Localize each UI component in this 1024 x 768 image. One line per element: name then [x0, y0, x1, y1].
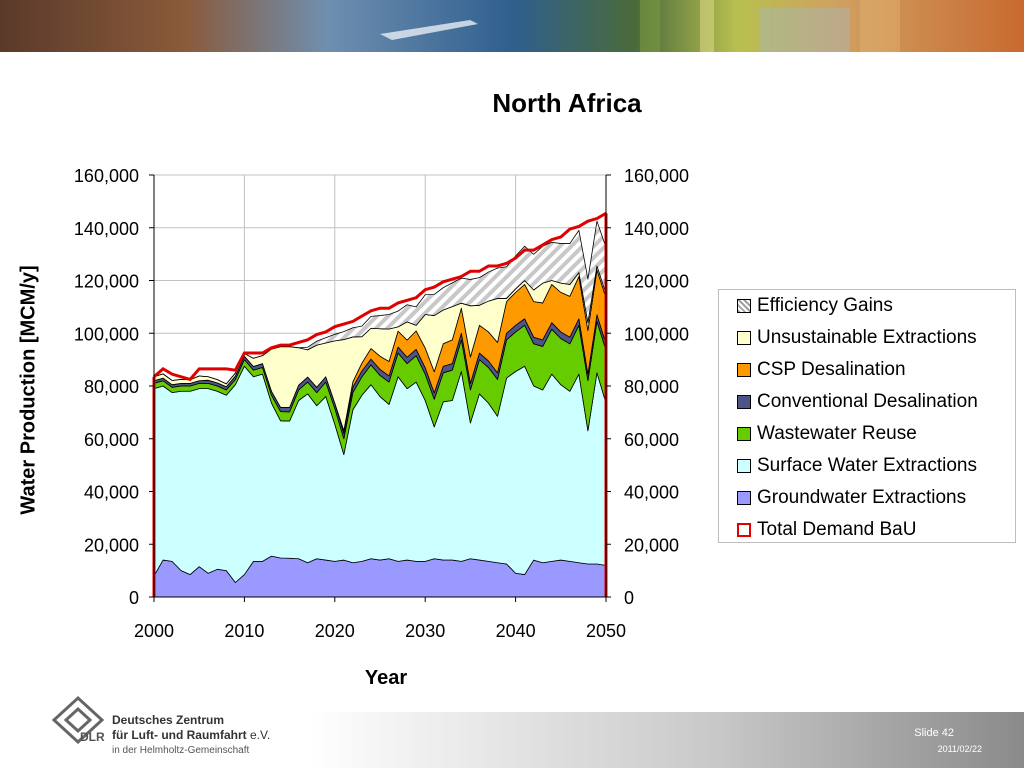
x-tick-label-5: 2050	[586, 621, 626, 641]
footer-bar	[0, 712, 1024, 768]
y-tick-label-left-1: 20,000	[84, 535, 139, 555]
logo-text: DLR	[80, 730, 105, 744]
y-tick-label-right-1: 20,000	[624, 535, 679, 555]
legend-swatch-csp	[737, 363, 751, 377]
legend-swatch-unsustainable	[737, 331, 751, 345]
area-surface	[153, 365, 607, 583]
legend-item-unsustainable: Unsustainable Extractions	[737, 323, 977, 353]
legend-label-efficiency: Efficiency Gains	[757, 295, 893, 316]
y-tick-label-left-3: 60,000	[84, 430, 139, 450]
legend-swatch-groundwater	[737, 491, 751, 505]
y-tick-label-left-8: 160,000	[74, 166, 139, 186]
x-tick-label-0: 2000	[134, 621, 174, 641]
y-tick-label-right-2: 40,000	[624, 483, 679, 503]
legend-label-conventional: Conventional Desalination	[757, 391, 978, 412]
y-tick-label-left-0: 0	[129, 588, 139, 608]
legend-item-wastewater: Wastewater Reuse	[737, 419, 917, 449]
x-tick-label-4: 2040	[496, 621, 536, 641]
y-tick-label-right-8: 160,000	[624, 166, 689, 186]
org-line-3: in der Helmholtz-Gemeinschaft	[112, 745, 250, 756]
y-tick-label-left-6: 120,000	[74, 272, 139, 292]
legend-swatch-surface	[737, 459, 751, 473]
legend-label-surface: Surface Water Extractions	[757, 455, 977, 476]
y-tick-label-right-3: 60,000	[624, 430, 679, 450]
axes	[149, 174, 611, 602]
legend-label-groundwater: Groundwater Extractions	[757, 487, 967, 508]
slide-number: Slide 42	[914, 727, 954, 739]
x-axis-label: Year	[364, 667, 408, 689]
header-banner	[0, 0, 1024, 52]
org-line-2: für Luft- und Raumfahrt	[112, 728, 247, 742]
org-suffix: e.V.	[250, 728, 271, 742]
legend-label-unsustainable: Unsustainable Extractions	[757, 327, 977, 348]
legend-item-demand: Total Demand BaU	[737, 515, 916, 545]
x-tick-label-2: 2020	[315, 621, 355, 641]
legend-swatch-demand	[737, 523, 751, 537]
legend-item-conventional: Conventional Desalination	[737, 387, 978, 417]
chart-legend: Efficiency Gains Unsustainable Extraction…	[718, 289, 1016, 543]
legend-item-groundwater: Groundwater Extractions	[737, 483, 966, 513]
x-tick-label-3: 2030	[405, 621, 445, 641]
legend-label-csp: CSP Desalination	[757, 359, 906, 380]
y-tick-label-right-0: 0	[624, 588, 634, 608]
legend-item-csp: CSP Desalination	[737, 355, 906, 385]
legend-label-wastewater: Wastewater Reuse	[757, 423, 917, 444]
line-demand	[153, 211, 607, 382]
x-tick-label-1: 2010	[224, 621, 264, 641]
tick-labels: 0 0 20,000 20,000 40,000 40,000 60,000 60,000 80…	[74, 166, 689, 641]
stacked-areas	[153, 220, 607, 598]
dlr-logo-icon: DLR	[51, 695, 105, 744]
y-tick-label-right-6: 120,000	[624, 272, 689, 292]
chart-title: North Africa	[492, 88, 642, 118]
y-tick-label-left-7: 140,000	[74, 219, 139, 239]
slide-date: 2011/02/22	[937, 744, 982, 754]
legend-swatch-efficiency	[737, 299, 751, 313]
legend-item-efficiency: Efficiency Gains	[737, 291, 893, 321]
legend-item-surface: Surface Water Extractions	[737, 451, 977, 481]
y-tick-label-right-5: 100,000	[624, 324, 689, 344]
legend-swatch-conventional	[737, 395, 751, 409]
org-line-1: Deutsches Zentrum	[112, 713, 225, 727]
legend-swatch-wastewater	[737, 427, 751, 441]
y-tick-label-left-5: 100,000	[74, 324, 139, 344]
y-tick-label-left-2: 40,000	[84, 483, 139, 503]
y-tick-label-right-7: 140,000	[624, 219, 689, 239]
organization-name: Deutsches Zentrum für Luft- und Raumfahr…	[112, 713, 270, 758]
y-tick-label-right-4: 80,000	[624, 377, 679, 397]
legend-label-demand: Total Demand BaU	[757, 519, 917, 540]
y-tick-label-left-4: 80,000	[84, 377, 139, 397]
